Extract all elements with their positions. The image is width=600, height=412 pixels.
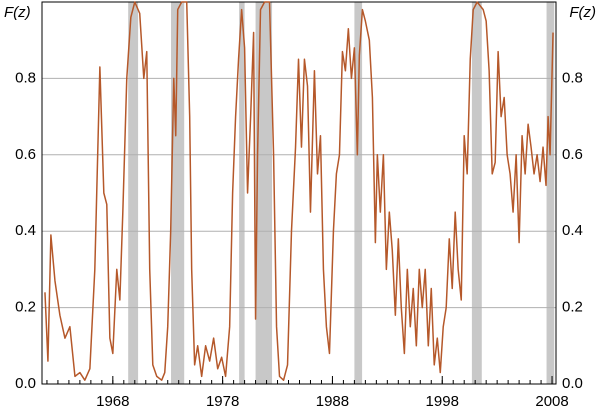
y-tick-label: 0.8: [15, 69, 36, 86]
y-tick-label: 0.6: [15, 146, 36, 163]
shaded-region: [239, 2, 245, 384]
shaded-region: [255, 2, 273, 384]
y-axis-label: F(z): [4, 4, 31, 21]
y-tick-label: 0.4: [15, 222, 36, 239]
x-tick-label: 1988: [316, 393, 349, 410]
y2-axis-label: F(z): [569, 4, 596, 21]
data-line: [44, 1, 554, 381]
y2-tick-label: 0.2: [562, 299, 583, 316]
y-tick-label: 0.2: [15, 299, 36, 316]
y2-tick-label: 0.0: [562, 375, 583, 392]
y2-tick-label: 0.4: [562, 222, 583, 239]
plot-frame: [41, 1, 557, 385]
shaded-region: [128, 2, 139, 384]
y-tick-label: 0.0: [15, 375, 36, 392]
shaded-region: [546, 2, 555, 384]
y2-tick-label: 0.6: [562, 146, 583, 163]
x-tick-label: 1998: [426, 393, 459, 410]
x-tick-label: 1978: [206, 393, 239, 410]
x-tick-label: 2008: [535, 393, 568, 410]
x-tick-label: 1968: [96, 393, 129, 410]
shaded-region: [471, 2, 482, 384]
shaded-region: [354, 2, 363, 384]
y2-tick-label: 0.8: [562, 69, 583, 86]
